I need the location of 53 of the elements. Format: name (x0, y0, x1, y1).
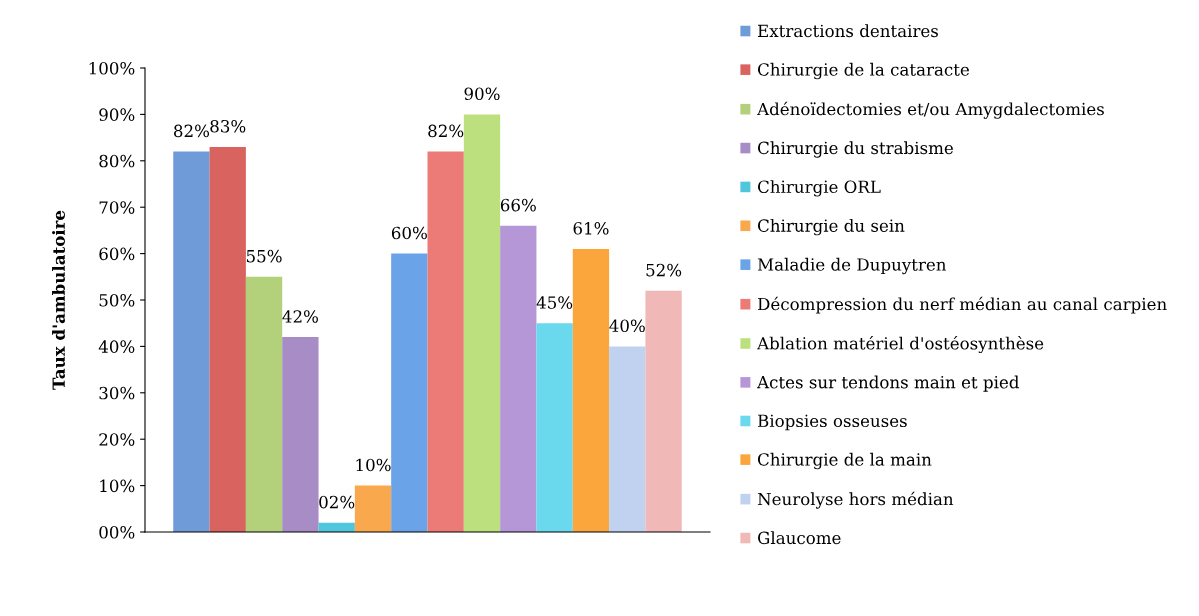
data-label: 66% (500, 198, 536, 212)
data-label: 10% (356, 458, 391, 472)
data-label: 90% (464, 87, 500, 101)
bar (645, 290, 682, 532)
y-tick-label: 40% (98, 340, 135, 353)
legend-label: Chirurgie ORL (758, 180, 881, 197)
data-label: 52% (646, 263, 682, 277)
y-tick-label: 70% (99, 201, 135, 214)
data-label: 42% (282, 310, 318, 323)
bar (609, 346, 646, 532)
data-label: 61% (573, 222, 609, 235)
y-tick-label: 10% (100, 479, 135, 493)
y-tick-label: 50% (99, 293, 135, 307)
y-tick-label: 00% (99, 525, 135, 539)
legend-label: Maladie de Dupuytren (757, 257, 947, 275)
legend-label: Actes sur tendons main et pied (756, 375, 1019, 392)
data-label: 82% (428, 124, 464, 138)
data-label: 60% (391, 226, 427, 240)
bar (391, 253, 428, 532)
y-tick-label: 80% (99, 154, 135, 168)
bar (173, 151, 210, 532)
data-label: 55% (246, 249, 282, 263)
bar (572, 248, 610, 532)
bar (282, 337, 319, 532)
bar (500, 225, 537, 532)
y-tick-label: 60% (99, 247, 135, 261)
bar (463, 114, 501, 532)
data-label: 83% (210, 119, 246, 133)
legend-label: Extractions dentaires (757, 24, 938, 38)
legend-label: Chirurgie du strabisme (758, 141, 953, 158)
legend-label: Chirurgie de la cataracte (758, 62, 969, 80)
bar (354, 485, 392, 532)
y-axis-title: Taux d'ambulatoire (52, 210, 65, 390)
bar (536, 323, 573, 532)
bar (427, 151, 464, 532)
legend-label: Biopsies osseuses (757, 414, 907, 431)
y-tick-label: 30% (99, 386, 135, 400)
legend-label: Ablation matériel d'ostéosynthèse (756, 336, 1044, 354)
y-tick-label: 100% (89, 61, 135, 75)
bar (245, 276, 283, 532)
legend-label: Glaucome (758, 531, 841, 545)
y-tick-label: 90% (99, 108, 135, 121)
data-label: 82% (174, 124, 210, 138)
legend-label: Adénoïdectomies et/ou Amygdalectomies (756, 101, 1104, 119)
data-label: 40% (609, 319, 645, 333)
data-label: 45% (536, 296, 573, 309)
legend-label: Décompression du nerf médian au canal carpien (757, 296, 1167, 314)
y-tick-label: 20% (99, 433, 135, 446)
legend-label: Chirurgie du sein (758, 219, 905, 236)
legend-label: Chirurgie de la main (758, 452, 932, 470)
data-label: 02% (319, 495, 355, 509)
legend-label: Neurolyse hors médian (757, 491, 954, 509)
bar (209, 146, 246, 532)
